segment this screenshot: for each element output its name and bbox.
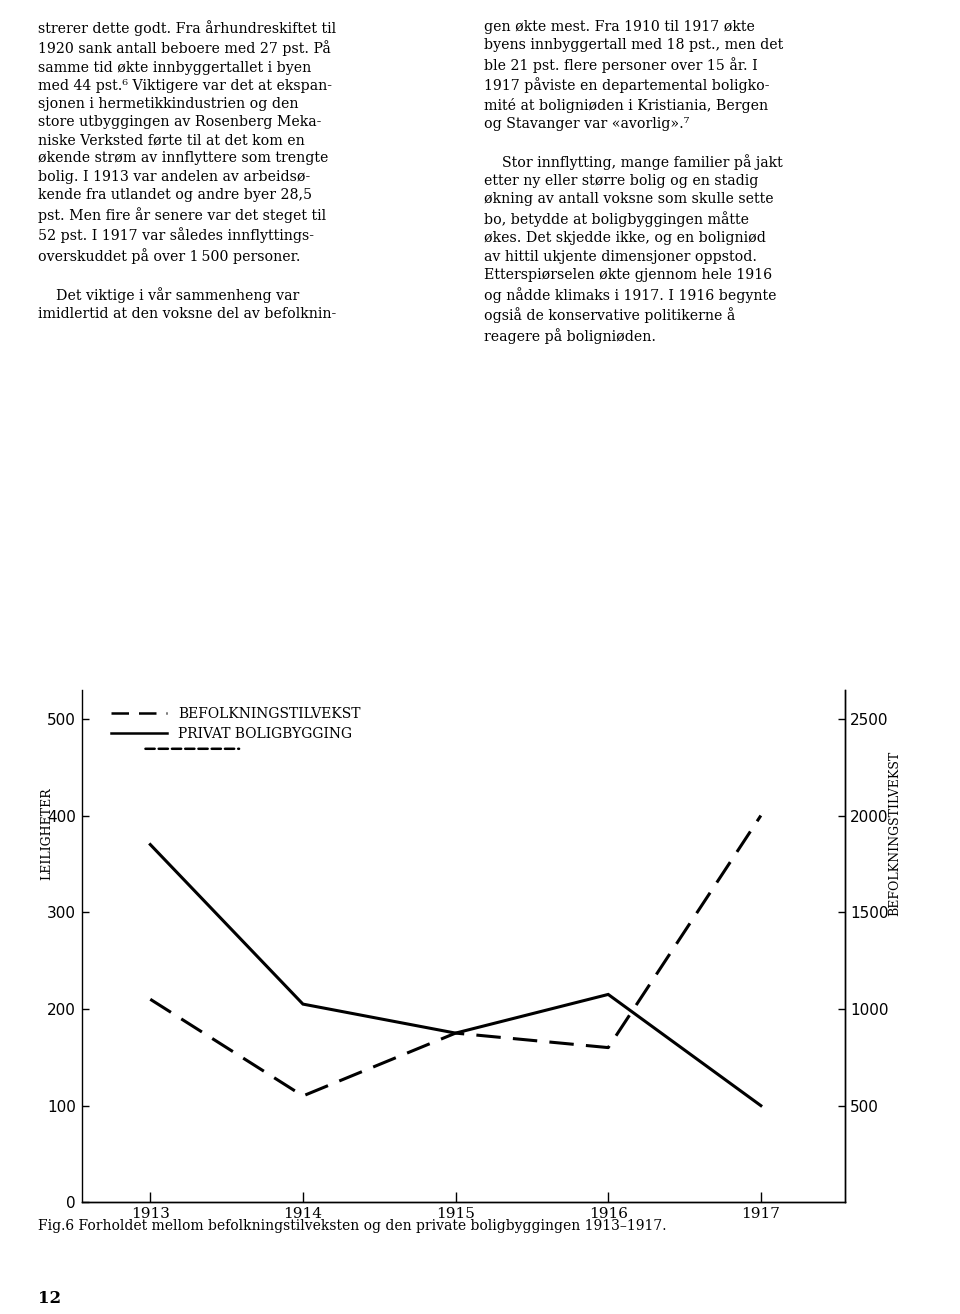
Text: 12: 12 [38,1290,61,1307]
Text: gen økte mest. Fra 1910 til 1917 økte
byens innbyggertall med 18 pst., men det
b: gen økte mest. Fra 1910 til 1917 økte by… [484,20,783,344]
Text: BEFOLKNINGSTILVEKST: BEFOLKNINGSTILVEKST [888,750,900,916]
Text: LEILIGHETER: LEILIGHETER [40,787,54,879]
Text: Fig.6 Forholdet mellom befolkningstilveksten og den private boligbyggingen 1913–: Fig.6 Forholdet mellom befolkningstilvek… [38,1219,667,1234]
Legend: BEFOLKNINGSTILVEKST, PRIVAT BOLIGBYGGING: BEFOLKNINGSTILVEKST, PRIVAT BOLIGBYGGING [111,707,361,741]
Text: strerer dette godt. Fra århundreskiftet til
1920 sank antall beboere med 27 pst.: strerer dette godt. Fra århundreskiftet … [38,20,337,321]
